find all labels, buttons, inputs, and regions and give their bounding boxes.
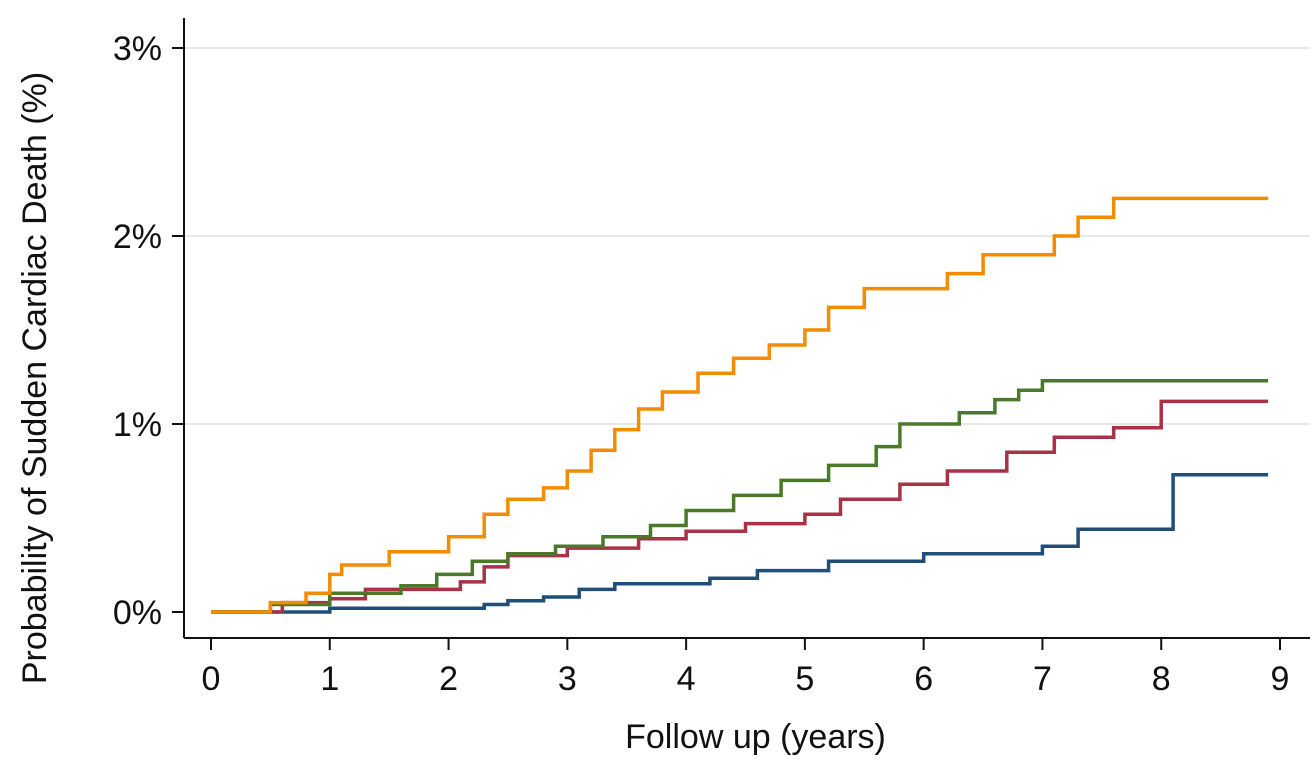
y-axis-title: Probability of Sudden Cardiac Death (%) [16,72,54,684]
x-tick-label: 9 [1271,660,1290,698]
series-line-3 [211,379,1269,614]
x-tick-label: 7 [1033,660,1052,698]
series-lines [211,196,1269,614]
x-axis-title: Follow up (years) [625,718,886,756]
y-tick-label: 3% [113,30,162,68]
series-line-2 [211,399,1269,614]
y-tick-label: 0% [113,594,162,632]
x-tick-label: 1 [320,660,339,698]
x-tick-label: 8 [1152,660,1171,698]
x-tick-label: 2 [439,660,458,698]
series-line-4 [211,196,1269,614]
grid-lines [184,47,1310,425]
series-line-1 [211,473,1269,614]
y-tick-label: 1% [113,406,162,444]
x-tick-label: 5 [795,660,814,698]
x-tick-label: 4 [677,660,696,698]
x-tick-label: 0 [202,660,221,698]
x-tick-label: 3 [558,660,577,698]
tick-marks [172,47,1281,650]
axes [183,18,1310,639]
tick-labels: 0% 1% 2% 3% 0 1 2 3 4 5 6 7 8 9 [113,30,1290,698]
y-tick-label: 2% [113,218,162,256]
x-tick-label: 6 [914,660,933,698]
